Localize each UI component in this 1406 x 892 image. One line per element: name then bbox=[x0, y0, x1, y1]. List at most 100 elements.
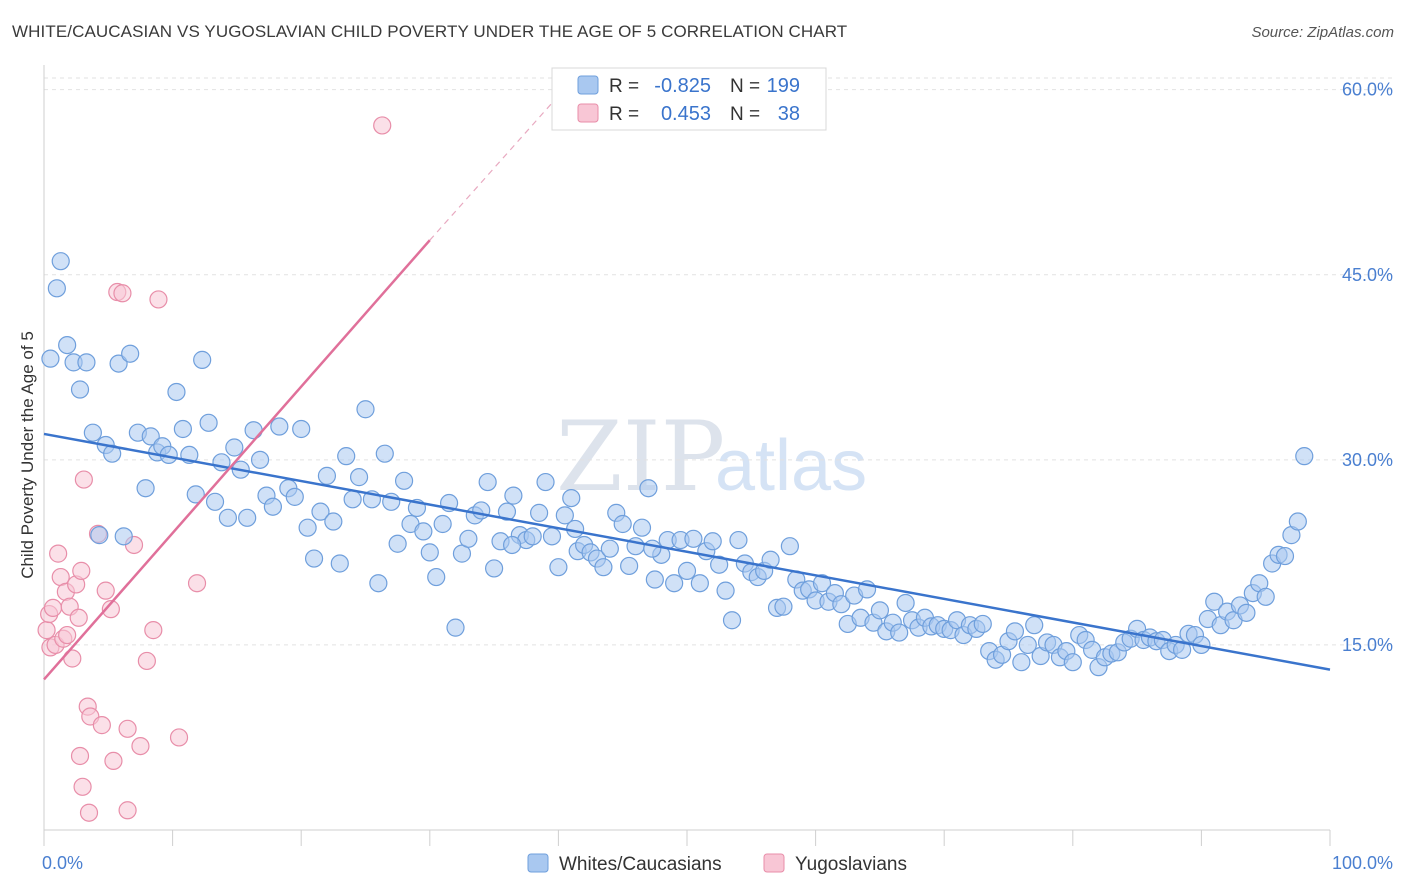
white-point-42 bbox=[311, 502, 330, 521]
yugoslavian-point-5 bbox=[49, 544, 68, 563]
yugoslavian-point-21 bbox=[101, 600, 120, 619]
legend-n-value-white: 199 bbox=[767, 75, 800, 97]
white-point-89 bbox=[613, 514, 632, 534]
x-tick-labels: 0.0% 100.0% bbox=[42, 853, 1393, 873]
y-tick-labels: 15.0% 30.0% 45.0% 60.0% bbox=[1342, 80, 1393, 655]
white-point-45 bbox=[330, 554, 349, 573]
white-point-63 bbox=[446, 618, 465, 637]
white-point-153 bbox=[1025, 616, 1044, 635]
white-point-80 bbox=[555, 506, 574, 525]
white-point-13 bbox=[121, 344, 140, 363]
white-point-60 bbox=[427, 567, 446, 587]
white-point-5 bbox=[70, 380, 90, 399]
white-point-39 bbox=[292, 419, 311, 439]
y-tick-label-3: 60.0% bbox=[1342, 80, 1393, 100]
white-point-25 bbox=[199, 413, 218, 432]
white-point-61 bbox=[433, 514, 452, 534]
white-point-55 bbox=[394, 471, 414, 490]
white-point-87 bbox=[600, 539, 619, 558]
white-point-103 bbox=[703, 532, 722, 551]
white-point-195 bbox=[1295, 447, 1314, 466]
bottom-legend-label-yugoslavian: Yugoslavians bbox=[795, 854, 907, 875]
chart-title: WHITE/CAUCASIAN VS YUGOSLAVIAN CHILD POV… bbox=[12, 22, 848, 41]
yugoslavian-point-24 bbox=[113, 284, 132, 303]
legend-r-value-yugoslavian: 0.453 bbox=[661, 103, 711, 125]
white-point-105 bbox=[716, 581, 735, 600]
white-point-16 bbox=[141, 427, 160, 446]
white-point-3 bbox=[58, 335, 77, 355]
white-point-26 bbox=[205, 492, 225, 511]
white-point-48 bbox=[349, 468, 369, 487]
yugoslavian-point-30 bbox=[149, 290, 168, 309]
yugoslavian-trend-line bbox=[43, 239, 431, 681]
white-point-51 bbox=[369, 574, 388, 593]
white-point-44 bbox=[324, 512, 343, 531]
source-label: Source: ZipAtlas.com bbox=[1251, 24, 1394, 41]
white-point-43 bbox=[317, 466, 337, 485]
white-point-46 bbox=[337, 447, 356, 466]
white-point-49 bbox=[356, 400, 375, 419]
white-point-92 bbox=[632, 518, 652, 537]
white-point-120 bbox=[812, 574, 832, 593]
white-point-107 bbox=[729, 530, 748, 550]
white-point-31 bbox=[238, 508, 257, 527]
legend-n-label-white: N = bbox=[730, 76, 760, 97]
y-axis-title: Child Poverty Under the Age of 5 bbox=[18, 331, 37, 579]
yugoslavian-point-14 bbox=[72, 561, 91, 580]
yugoslavian-point-34 bbox=[73, 777, 92, 796]
watermark-atlas: atlas bbox=[715, 426, 867, 506]
yugoslavian-point-3 bbox=[43, 598, 63, 618]
white-point-47 bbox=[343, 490, 362, 509]
white-point-150 bbox=[1005, 622, 1025, 641]
yugoslavian-point-31 bbox=[169, 728, 189, 747]
axes bbox=[43, 65, 1331, 846]
white-point-15 bbox=[136, 479, 155, 498]
white-point-11 bbox=[109, 354, 128, 373]
yugoslavian-points bbox=[37, 116, 392, 822]
white-point-8 bbox=[90, 526, 109, 545]
white-point-28 bbox=[218, 508, 237, 527]
yugoslavian-point-28 bbox=[137, 651, 156, 671]
trend-lines bbox=[43, 95, 1331, 681]
white-point-151 bbox=[1012, 653, 1031, 672]
white-point-36 bbox=[270, 417, 289, 436]
white-point-24 bbox=[193, 350, 212, 369]
white-point-196 bbox=[503, 535, 522, 555]
white-point-129 bbox=[870, 601, 890, 620]
white-point-68 bbox=[478, 472, 497, 492]
white-point-132 bbox=[890, 623, 909, 642]
yugoslavian-point-29 bbox=[144, 621, 163, 640]
legend-n-label-yugoslavian: N = bbox=[730, 104, 760, 125]
white-point-76 bbox=[530, 503, 549, 522]
yugoslavian-point-13 bbox=[69, 608, 88, 627]
white-point-192 bbox=[1275, 546, 1295, 566]
white-point-38 bbox=[285, 487, 304, 506]
yugoslavian-point-36 bbox=[118, 801, 137, 820]
white-point-2 bbox=[51, 252, 70, 271]
white-point-94 bbox=[645, 570, 664, 589]
white-point-114 bbox=[774, 597, 793, 616]
white-point-72 bbox=[504, 486, 523, 505]
white-point-100 bbox=[684, 529, 703, 548]
white-point-20 bbox=[167, 382, 186, 402]
white-point-0 bbox=[41, 349, 60, 368]
white-point-54 bbox=[388, 534, 407, 553]
white-point-198 bbox=[643, 539, 662, 558]
white-point-123 bbox=[832, 595, 851, 614]
white-point-194 bbox=[1288, 512, 1307, 531]
white-point-90 bbox=[620, 556, 639, 576]
white-point-106 bbox=[722, 611, 742, 630]
yugoslavian-point-0 bbox=[37, 621, 56, 640]
yugoslavian-trend-extension bbox=[429, 95, 559, 241]
white-point-59 bbox=[420, 543, 439, 562]
white-points bbox=[41, 252, 1314, 677]
yugoslavian-point-33 bbox=[70, 746, 90, 766]
white-point-145 bbox=[973, 614, 992, 634]
y-tick-label-1: 30.0% bbox=[1342, 450, 1393, 470]
white-point-186 bbox=[1237, 603, 1256, 622]
yugoslavian-point-19 bbox=[92, 716, 111, 735]
x-tick-label-1: 100.0% bbox=[1332, 853, 1393, 873]
white-point-40 bbox=[298, 518, 317, 537]
legend-swatch-yugoslavian bbox=[577, 103, 599, 123]
